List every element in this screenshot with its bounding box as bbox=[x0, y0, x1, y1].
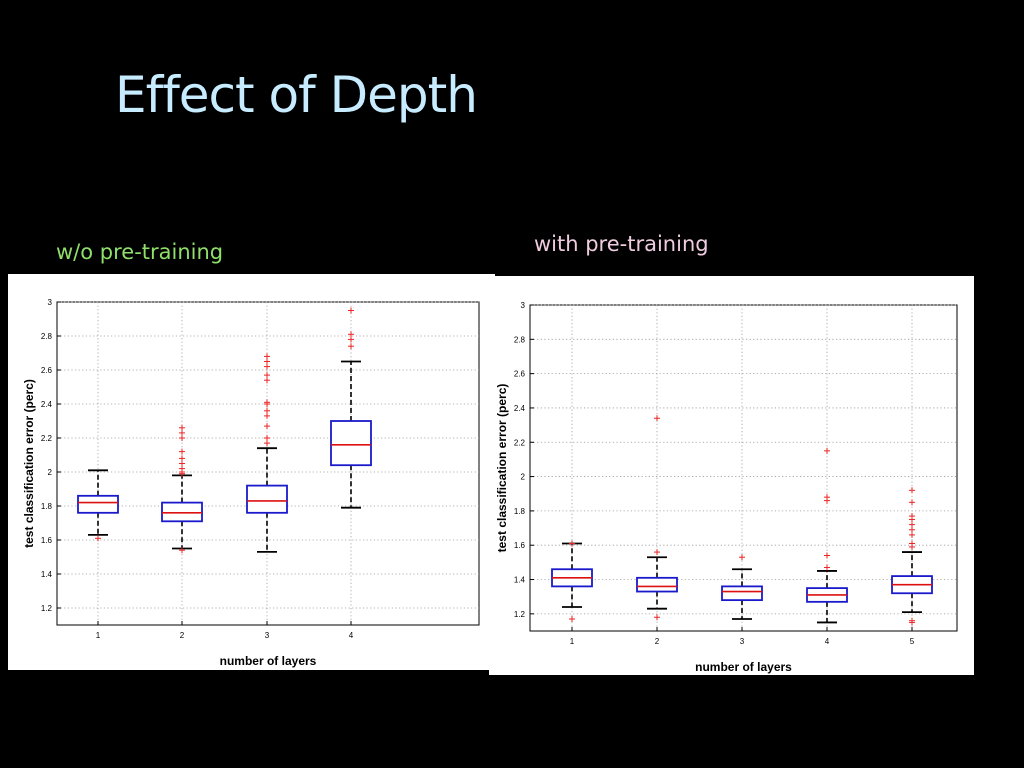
y-tick-label: 1.2 bbox=[41, 604, 53, 613]
x-tick-label: 3 bbox=[265, 631, 270, 640]
outlier-point bbox=[824, 447, 830, 454]
y-tick-label: 1.6 bbox=[41, 536, 53, 545]
outlier-point bbox=[95, 535, 101, 542]
outlier-point bbox=[348, 307, 354, 314]
outlier-point bbox=[654, 549, 660, 556]
outlier-point bbox=[654, 614, 660, 621]
chart-without-pretraining: 1.2 1.4 1.6 1.8 2 2.2 2.4 2.6 2.8 3 1 2 3 4 number of … bbox=[8, 274, 495, 670]
y-tick-label: 3 bbox=[48, 298, 53, 307]
y-tick-label: 2.4 bbox=[514, 404, 526, 413]
outlier-point bbox=[348, 331, 354, 338]
box-3 bbox=[721, 585, 763, 602]
y-axis-title: test classification error (perc) bbox=[22, 379, 36, 548]
x-axis-title: number of layers bbox=[220, 654, 317, 668]
y-axis-title: test classification error (perc) bbox=[495, 384, 509, 553]
box-2 bbox=[161, 501, 203, 523]
outlier-point bbox=[569, 615, 575, 622]
outlier-point bbox=[348, 343, 354, 350]
box-4 bbox=[330, 420, 372, 467]
y-tick-label: 1.8 bbox=[41, 502, 53, 511]
box-2 bbox=[636, 576, 678, 593]
right-panel-label: with pre-training bbox=[534, 232, 709, 256]
y-tick-label: 1.4 bbox=[41, 570, 53, 579]
x-tick-label: 1 bbox=[570, 637, 575, 646]
outlier-point bbox=[909, 487, 915, 494]
outlier-point bbox=[264, 412, 270, 419]
x-tick-label: 2 bbox=[655, 637, 660, 646]
left-panel-label: w/o pre-training bbox=[56, 240, 224, 264]
outlier-point bbox=[264, 363, 270, 370]
x-tick-label: 4 bbox=[349, 631, 354, 640]
outlier-point bbox=[264, 372, 270, 379]
x-tick-label: 1 bbox=[96, 631, 101, 640]
y-tick-label: 2.6 bbox=[41, 366, 53, 375]
y-tick-label: 1.4 bbox=[514, 576, 526, 585]
outlier-point bbox=[179, 460, 185, 467]
y-tick-label: 2.2 bbox=[514, 438, 526, 447]
plot-frame bbox=[56, 301, 480, 626]
outlier-point bbox=[909, 617, 915, 624]
outlier-point bbox=[264, 353, 270, 360]
plot-frame bbox=[529, 304, 958, 632]
outlier-point bbox=[909, 521, 915, 528]
outlier-point bbox=[739, 554, 745, 561]
y-tick-label: 2 bbox=[521, 473, 526, 482]
y-tick-label: 1.2 bbox=[514, 610, 526, 619]
outlier-point bbox=[264, 407, 270, 414]
y-tick-label: 2.4 bbox=[41, 400, 53, 409]
outlier-point bbox=[909, 526, 915, 533]
outlier-point bbox=[179, 435, 185, 441]
chart-with-pretraining: 1.2 1.4 1.6 1.8 2 2.2 2.4 2.6 2.8 3 1 2 3 4 5 number of… bbox=[489, 276, 974, 675]
outlier-point bbox=[179, 465, 185, 472]
y-tick-label: 3 bbox=[521, 301, 526, 310]
outlier-point bbox=[824, 552, 830, 559]
outlier-point bbox=[569, 540, 575, 547]
outlier-point bbox=[179, 429, 185, 436]
outlier-point bbox=[179, 547, 185, 554]
outlier-point bbox=[264, 435, 270, 441]
outlier-point bbox=[909, 540, 915, 547]
outlier-point bbox=[264, 377, 270, 384]
x-tick-label: 4 bbox=[825, 637, 830, 646]
outlier-point bbox=[654, 415, 660, 422]
boxplot-chart-without-pretraining: 1.2 1.4 1.6 1.8 2 2.2 2.4 2.6 2.8 3 1 2 3 4 number of … bbox=[22, 298, 480, 668]
outlier-point bbox=[179, 424, 185, 431]
outlier-point bbox=[264, 358, 270, 365]
y-tick-label: 2.8 bbox=[41, 332, 53, 341]
outlier-point bbox=[909, 513, 915, 520]
outlier-point bbox=[264, 423, 270, 430]
y-tick-label: 1.8 bbox=[514, 507, 526, 516]
outlier-point bbox=[909, 499, 915, 506]
y-tick-label: 2 bbox=[48, 468, 53, 477]
outlier-point bbox=[179, 455, 185, 462]
outlier-point bbox=[824, 494, 830, 501]
outlier-point bbox=[348, 336, 354, 343]
boxplot-chart-with-pretraining: 1.2 1.4 1.6 1.8 2 2.2 2.4 2.6 2.8 3 1 2 3 4 5 number of… bbox=[495, 301, 958, 674]
x-tick-label: 2 bbox=[180, 631, 185, 640]
outlier-point bbox=[264, 399, 270, 406]
x-tick-label: 3 bbox=[740, 637, 745, 646]
y-tick-label: 2.2 bbox=[41, 434, 53, 443]
outlier-point bbox=[264, 440, 270, 447]
slide-title: Effect of Depth bbox=[115, 66, 478, 124]
box-3 bbox=[246, 484, 288, 514]
y-tick-label: 1.6 bbox=[514, 541, 526, 550]
outlier-point bbox=[824, 564, 830, 571]
outlier-point bbox=[179, 448, 185, 455]
box-1 bbox=[77, 494, 119, 514]
y-tick-label: 2.6 bbox=[514, 370, 526, 379]
x-axis-title: number of layers bbox=[695, 660, 792, 674]
x-tick-label: 5 bbox=[910, 637, 915, 646]
outlier-point bbox=[909, 531, 915, 538]
y-tick-label: 2.8 bbox=[514, 335, 526, 344]
